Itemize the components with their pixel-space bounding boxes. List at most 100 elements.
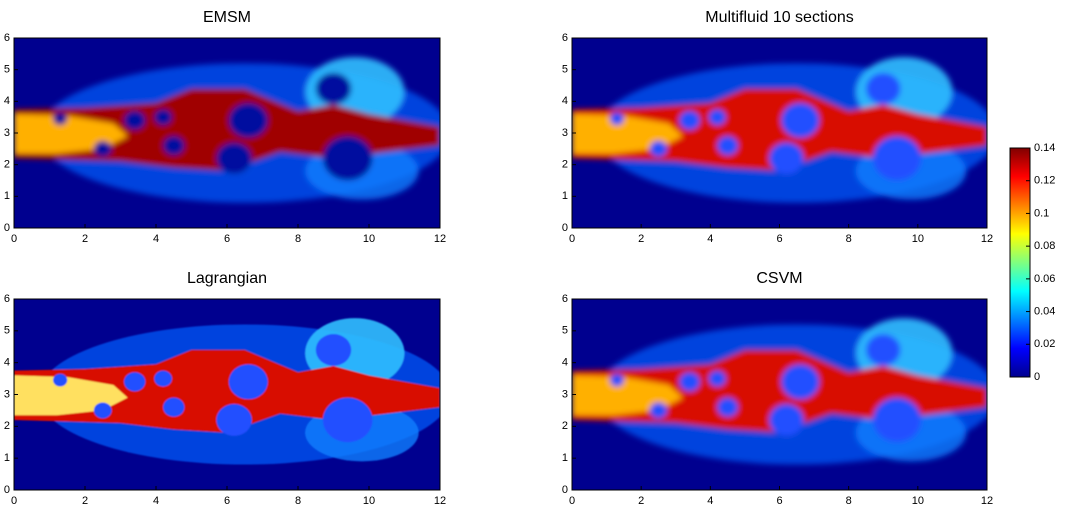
x-tick-label: 0	[11, 233, 17, 245]
chart-title: CSVM	[756, 270, 802, 287]
x-tick-label: 8	[295, 233, 301, 245]
field-shape	[53, 373, 68, 387]
x-tick-label: 8	[846, 233, 852, 245]
field-shape	[216, 142, 252, 175]
x-tick-label: 2	[638, 233, 644, 245]
y-tick-label: 1	[562, 190, 568, 202]
field-shape	[717, 397, 738, 417]
field-shape	[781, 364, 820, 400]
y-tick-label: 3	[562, 388, 568, 400]
y-tick-label: 0	[4, 484, 10, 496]
field-shape	[872, 136, 922, 181]
field-shape	[708, 370, 726, 387]
x-tick-label: 4	[707, 495, 713, 507]
plot-frame	[571, 37, 988, 229]
field-shape	[872, 397, 922, 443]
field-shape	[154, 109, 172, 126]
colorbar-tick-label: 0	[1034, 371, 1040, 383]
y-tick-label: 3	[4, 127, 10, 139]
y-tick-label: 6	[4, 293, 10, 305]
x-tick-label: 6	[224, 233, 230, 245]
x-tick-label: 12	[434, 233, 446, 245]
colorbar-tick-label: 0.12	[1034, 175, 1055, 187]
y-tick-label: 2	[562, 420, 568, 432]
field-shape	[679, 372, 700, 392]
x-tick-label: 8	[295, 495, 301, 507]
field-shape	[53, 112, 68, 126]
colorbar-tick-label: 0.14	[1034, 142, 1055, 154]
field-shape	[769, 142, 804, 175]
y-tick-label: 5	[4, 325, 10, 337]
y-tick-label: 0	[4, 222, 10, 234]
plot-frame	[13, 37, 441, 229]
y-tick-label: 4	[4, 95, 10, 107]
y-tick-label: 4	[4, 357, 10, 369]
y-tick-label: 1	[4, 452, 10, 464]
field-image	[14, 318, 440, 465]
y-tick-label: 0	[562, 484, 568, 496]
chart-title: EMSM	[203, 9, 251, 26]
field-image	[572, 57, 987, 203]
y-tick-label: 4	[562, 95, 568, 107]
x-tick-label: 6	[776, 495, 782, 507]
field-shape	[649, 140, 668, 157]
x-tick-label: 2	[82, 495, 88, 507]
field-shape	[93, 402, 112, 419]
x-tick-label: 6	[224, 495, 230, 507]
plot-frame	[13, 298, 441, 491]
field-shape	[708, 109, 726, 126]
field-shape	[679, 110, 700, 130]
x-tick-label: 0	[569, 233, 575, 245]
field-shape	[154, 370, 172, 387]
x-tick-label: 10	[363, 495, 375, 507]
y-tick-label: 0	[562, 222, 568, 234]
y-tick-label: 5	[562, 325, 568, 337]
x-tick-label: 0	[11, 495, 17, 507]
plot-frame	[571, 298, 988, 491]
y-tick-label: 2	[4, 159, 10, 171]
x-tick-label: 2	[638, 495, 644, 507]
field-shape	[322, 397, 373, 443]
chart-title: Lagrangian	[187, 270, 267, 287]
field-shape	[124, 372, 146, 392]
y-tick-label: 6	[562, 32, 568, 44]
field-shape	[610, 373, 624, 387]
colorbar-tick-label: 0.02	[1034, 338, 1055, 350]
field-shape	[216, 404, 252, 436]
x-tick-label: 10	[912, 495, 924, 507]
colorbar-tick-label: 0.1	[1034, 207, 1049, 219]
x-tick-label: 8	[846, 495, 852, 507]
x-tick-label: 10	[363, 233, 375, 245]
field-shape	[228, 364, 268, 400]
field-shape	[315, 334, 352, 366]
field-image	[572, 318, 987, 465]
field-shape	[163, 136, 185, 156]
x-tick-label: 12	[981, 495, 993, 507]
colorbar-tick-label: 0.08	[1034, 240, 1055, 252]
colorbar-tick-label: 0.04	[1034, 305, 1055, 317]
field-shape	[124, 110, 146, 130]
y-tick-label: 5	[4, 64, 10, 76]
y-tick-label: 2	[562, 159, 568, 171]
y-tick-label: 2	[4, 420, 10, 432]
chart-title: Multifluid 10 sections	[705, 9, 854, 26]
field-shape	[322, 136, 373, 181]
field-shape	[610, 112, 624, 126]
x-tick-label: 12	[981, 233, 993, 245]
y-tick-label: 1	[562, 452, 568, 464]
x-tick-label: 4	[153, 495, 159, 507]
x-tick-label: 4	[153, 233, 159, 245]
field-shape	[228, 102, 268, 138]
field-shape	[769, 404, 804, 436]
y-tick-label: 5	[562, 64, 568, 76]
field-shape	[865, 334, 901, 366]
x-tick-label: 12	[434, 495, 446, 507]
field-shape	[865, 72, 901, 105]
field-shape	[717, 136, 738, 156]
colorbar-tick-label: 0.06	[1034, 273, 1055, 285]
field-shape	[781, 102, 820, 138]
field-shape	[93, 140, 112, 157]
field-shape	[649, 402, 668, 419]
x-tick-label: 2	[82, 233, 88, 245]
